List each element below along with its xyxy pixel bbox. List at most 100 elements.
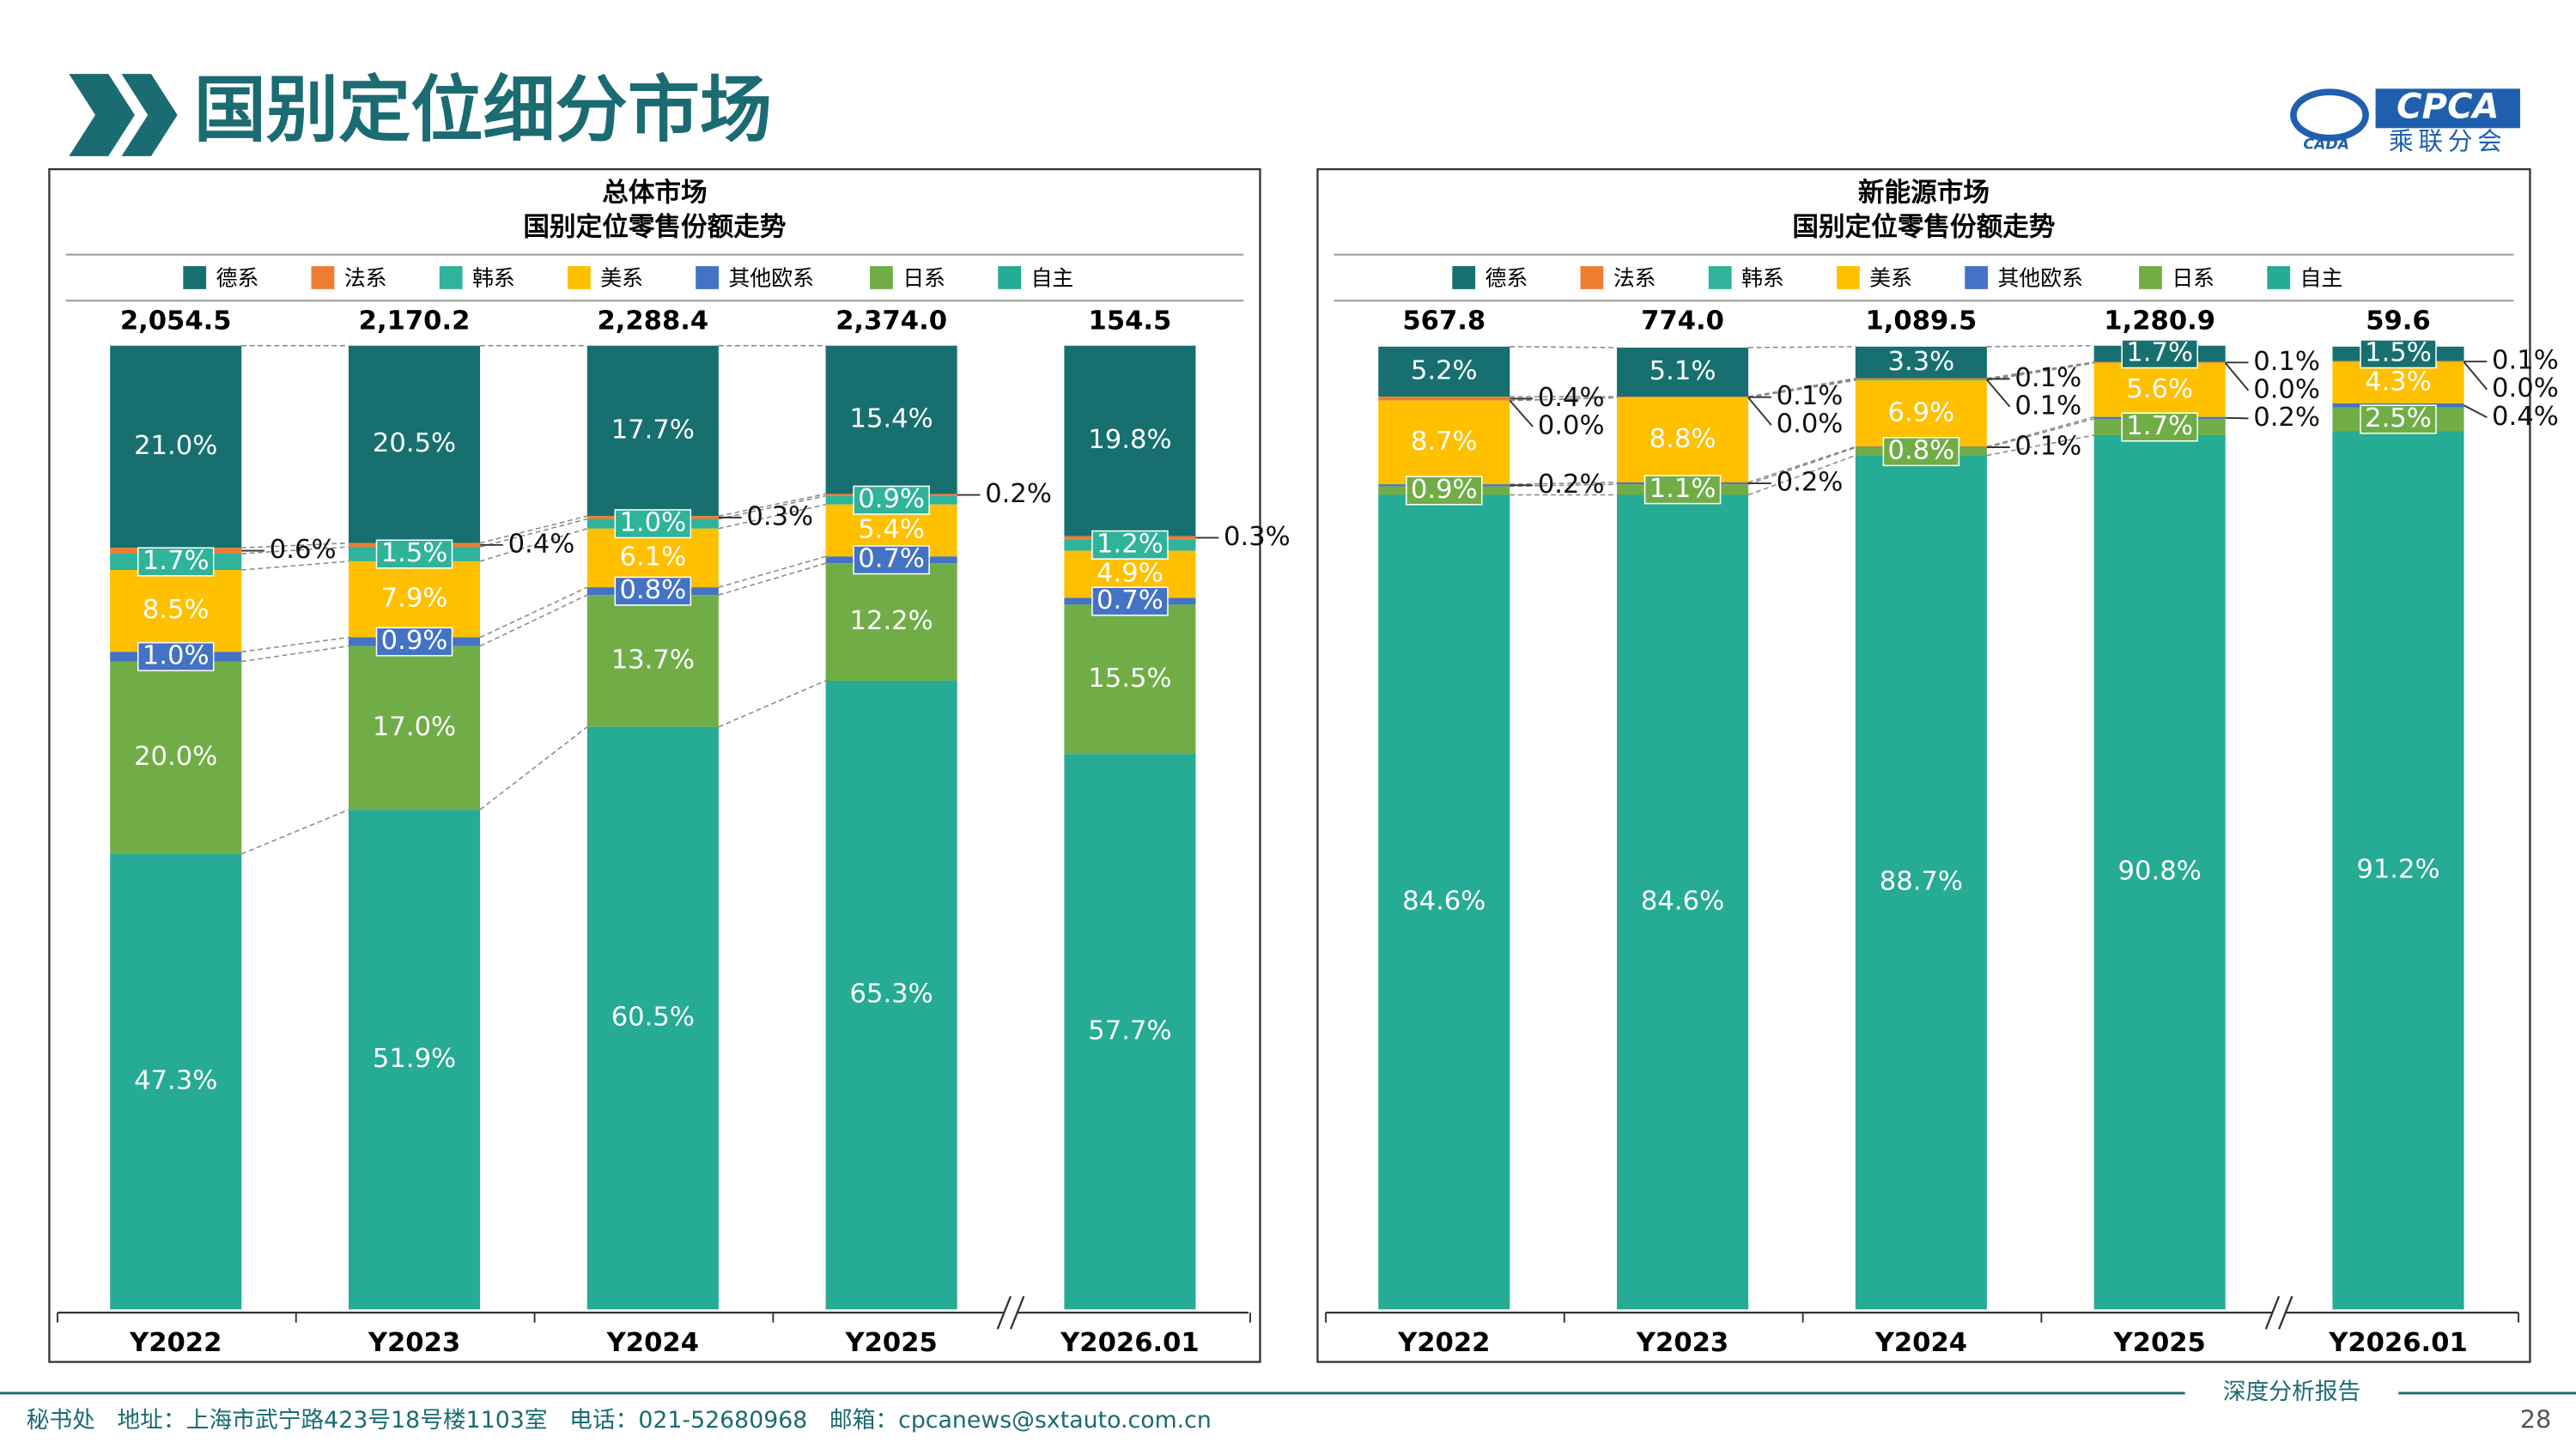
connector: [479, 515, 587, 544]
connector: [1986, 362, 2094, 381]
legend-swatch: [1837, 266, 1860, 289]
connector: [718, 493, 826, 517]
connector: [1510, 346, 1618, 349]
label-box: [1091, 586, 1169, 616]
connector: [1986, 344, 2094, 348]
label-box: [137, 547, 215, 577]
logo-small: CADA: [2303, 136, 2349, 153]
data-label: 3.3%: [1887, 347, 1954, 377]
bar-segment: [348, 646, 481, 810]
data-label: 7.9%: [381, 584, 448, 614]
data-label: 1.7%: [2126, 338, 2193, 368]
total-label: 2,288.4: [597, 306, 708, 336]
data-label: 0.7%: [858, 544, 925, 574]
connector: [1986, 418, 2094, 449]
bar-segment: [110, 853, 242, 1310]
data-label: 84.6%: [1641, 886, 1724, 916]
connector: [479, 518, 587, 548]
connector: [241, 636, 349, 653]
legend-label: 美系: [600, 265, 643, 290]
chart-subtitle: 国别定位零售份额走势: [1792, 212, 2055, 243]
data-label: 0.2%: [2253, 403, 2320, 433]
data-label: 0.0%: [1777, 409, 1844, 440]
connector: [1986, 361, 2094, 379]
total-label: 567.8: [1402, 306, 1485, 336]
data-label: 15.5%: [1088, 664, 1171, 694]
legend-swatch: [1708, 266, 1732, 289]
data-label: 1.0%: [143, 640, 210, 670]
bar-segment: [110, 570, 242, 652]
bar-segment: [586, 595, 719, 727]
data-label: 51.9%: [373, 1044, 456, 1074]
data-label: 0.0%: [2492, 373, 2559, 403]
data-label: 0.3%: [746, 501, 813, 531]
data-label: 1.7%: [2126, 411, 2193, 441]
connector: [1510, 397, 1618, 402]
callout-line: [2224, 362, 2250, 391]
data-label: 8.7%: [1411, 427, 1478, 457]
data-label: 0.9%: [858, 484, 925, 514]
data-label: 60.5%: [611, 1003, 695, 1033]
logo-subtext: 乘联分会: [2389, 127, 2507, 156]
data-label: 5.4%: [858, 515, 925, 545]
data-label: 1.2%: [1097, 529, 1163, 559]
chart-subtitle: 国别定位零售份额走势: [523, 212, 786, 243]
data-label: 0.2%: [1538, 470, 1605, 500]
data-label: 19.8%: [1088, 425, 1171, 455]
data-label: 0.6%: [270, 535, 337, 565]
total-label: 2,170.2: [359, 306, 471, 336]
label-box: [1882, 437, 1960, 467]
data-label: 0.4%: [2492, 402, 2559, 432]
chart-title: 新能源市场: [1858, 177, 1990, 208]
legend-swatch: [2139, 266, 2162, 289]
total-label: 774.0: [1641, 306, 1724, 336]
data-label: 88.7%: [1880, 866, 1963, 896]
x-tick-label: Y2023: [1636, 1328, 1728, 1358]
legend-label: 其他欧系: [729, 265, 814, 290]
data-label: 0.4%: [1538, 383, 1605, 413]
legend-swatch: [998, 266, 1022, 289]
legend-swatch: [568, 266, 591, 289]
data-label: 15.4%: [850, 404, 933, 434]
data-label: 1.1%: [1649, 474, 1716, 504]
data-label: 13.7%: [611, 645, 695, 675]
label-box: [614, 509, 692, 539]
axis-break: [2278, 1295, 2293, 1330]
connector: [1747, 446, 1856, 483]
connector: [479, 594, 588, 647]
bar-segment: [2332, 431, 2464, 1310]
page-number: 28: [2520, 1404, 2552, 1434]
data-label: 2.5%: [2365, 403, 2432, 433]
bar-segment: [586, 726, 719, 1310]
legend-swatch: [311, 266, 335, 289]
data-label: 6.1%: [619, 542, 686, 572]
total-label: 2,054.5: [120, 306, 232, 336]
x-tick-label: Y2025: [844, 1328, 937, 1358]
x-tick-label: Y2026.01: [1060, 1328, 1200, 1358]
callout-line: [2464, 404, 2488, 419]
total-label: 1,280.9: [2104, 306, 2215, 336]
connector: [240, 809, 349, 855]
data-label: 84.6%: [1402, 886, 1485, 916]
data-label: 65.3%: [850, 979, 933, 1009]
axis-break: [2264, 1295, 2281, 1330]
bar-segment: [1378, 494, 1510, 1310]
bar-segment: [586, 345, 719, 517]
connector: [1986, 362, 2094, 380]
connector: [479, 586, 588, 639]
bar-segment: [1064, 345, 1196, 537]
total-label: 1,089.5: [1866, 306, 1978, 336]
x-tick-label: Y2022: [129, 1328, 222, 1358]
connector: [241, 546, 349, 555]
data-label: 0.2%: [1777, 468, 1844, 498]
data-label: 5.2%: [1411, 355, 1478, 385]
total-label: 154.5: [1089, 306, 1172, 336]
data-label: 0.9%: [1411, 475, 1478, 505]
data-label: 0.0%: [1538, 410, 1605, 440]
legend-label: 法系: [344, 265, 387, 290]
data-label: 0.1%: [2014, 432, 2081, 462]
label-box: [137, 641, 215, 671]
legend-label: 法系: [1613, 265, 1656, 290]
page-title: 国别定位细分市场: [194, 68, 772, 152]
label-box: [1405, 476, 1483, 506]
